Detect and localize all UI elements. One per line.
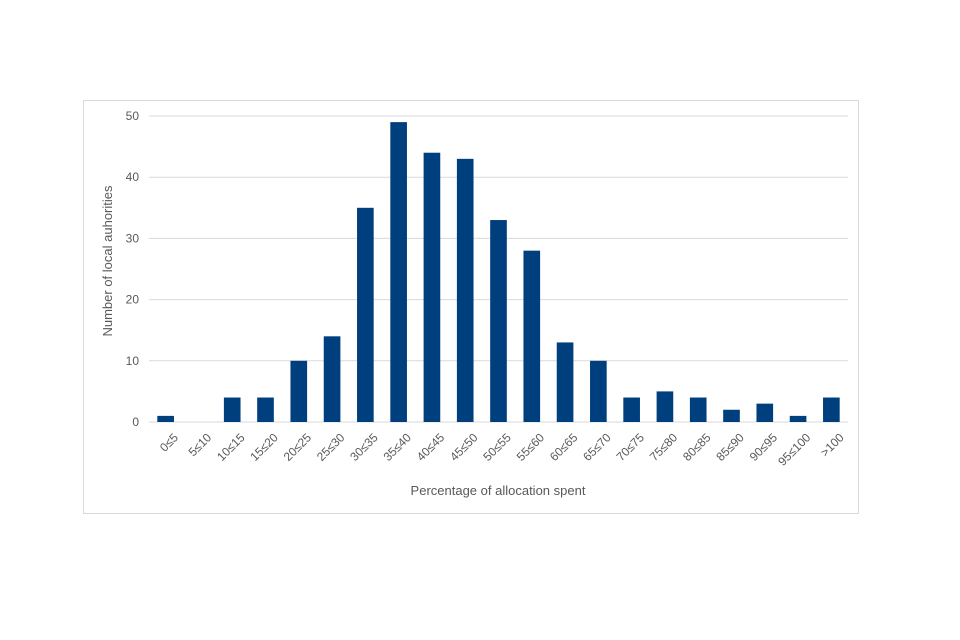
x-tick-label: 30≤35 [347, 430, 381, 464]
bar [590, 360, 607, 422]
x-tick-label: 75≤80 [647, 430, 681, 464]
y-tick-label: 0 [132, 415, 139, 429]
bar [689, 397, 707, 422]
bar [357, 207, 374, 422]
y-tick-label: 30 [126, 231, 140, 245]
y-tick-label: 50 [126, 109, 140, 123]
bar [656, 391, 674, 422]
bar [223, 397, 241, 422]
x-tick-label: 5≤10 [186, 430, 215, 459]
x-tick-label: 20≤25 [281, 430, 315, 464]
x-tick-label: >100 [818, 430, 847, 459]
bar [789, 415, 807, 422]
x-tick-label: 50≤55 [480, 430, 514, 464]
x-tick-label: 35≤40 [381, 430, 415, 464]
y-tick-label: 20 [126, 293, 140, 307]
x-tick-label: 45≤50 [447, 430, 481, 464]
bar [257, 397, 274, 422]
y-axis-title: Number of local auhorities [100, 185, 115, 337]
bar [157, 415, 174, 422]
x-tick-label: 10≤15 [214, 430, 248, 464]
chart-frame: 0 10 20 30 40 50 0≤5 5≤10 10≤15 15≤20 20≤25 25≤30 3… [83, 100, 859, 514]
bar [556, 342, 574, 422]
bar [290, 360, 308, 422]
x-tick-labels: 0≤5 5≤10 10≤15 15≤20 20≤25 25≤30 30≤35 35≤40 40≤… [157, 430, 847, 468]
x-axis-title: Percentage of allocation spent [411, 483, 586, 498]
bars [157, 122, 840, 423]
bar [323, 336, 341, 422]
x-tick-label: 95≤100 [775, 430, 813, 468]
y-tick-labels: 0 10 20 30 40 50 [126, 109, 140, 429]
x-tick-label: 85≤90 [713, 430, 747, 464]
x-tick-label: 40≤45 [414, 430, 448, 464]
bar [723, 409, 740, 422]
x-tick-label: 25≤30 [314, 430, 348, 464]
bar [823, 397, 840, 422]
x-tick-label: 60≤65 [547, 430, 581, 464]
y-tick-label: 10 [126, 354, 140, 368]
bar [423, 152, 441, 422]
bar [623, 397, 640, 422]
y-tick-label: 40 [126, 170, 140, 184]
x-tick-label: 55≤60 [514, 430, 548, 464]
x-tick-label: 70≤75 [614, 430, 648, 464]
bar [490, 220, 507, 422]
bar [756, 403, 774, 422]
x-tick-label: 15≤20 [247, 430, 281, 464]
bar [456, 158, 474, 422]
bar [523, 250, 541, 422]
x-tick-label: 80≤85 [680, 430, 714, 464]
bar [390, 122, 407, 423]
x-tick-label: 65≤70 [580, 430, 614, 464]
x-tick-label: 0≤5 [157, 430, 181, 454]
